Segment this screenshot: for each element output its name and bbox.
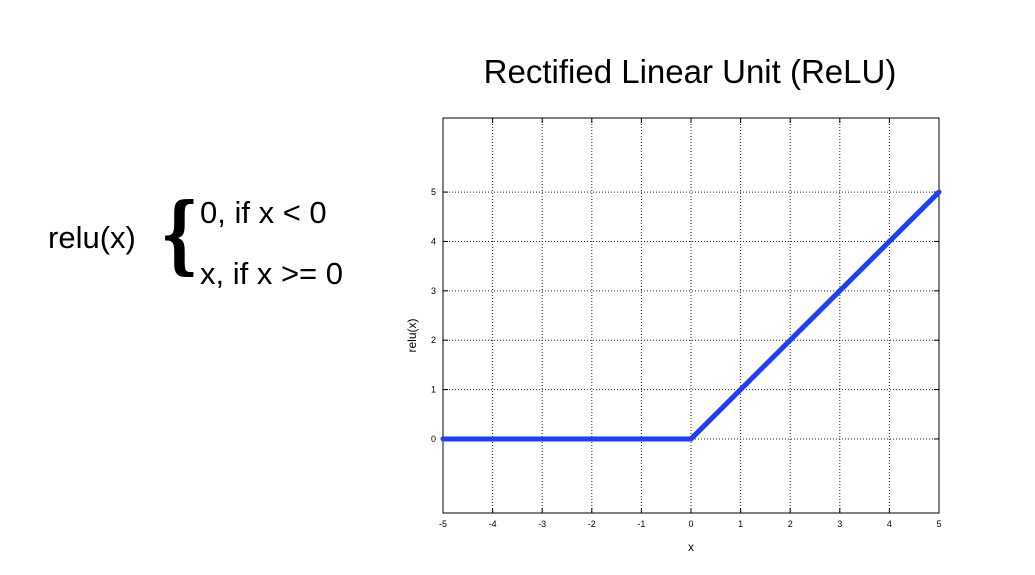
x-tick-label: -2 — [588, 519, 596, 529]
x-tick-label: -4 — [489, 519, 497, 529]
x-tick-label: 0 — [688, 519, 693, 529]
formula-case-negative: 0, if x < 0 — [200, 195, 327, 230]
y-tick-label: 1 — [431, 385, 436, 395]
left-brace-icon: { — [160, 184, 199, 283]
data-point — [837, 288, 843, 294]
data-point — [688, 436, 694, 442]
plot-frame — [442, 117, 940, 514]
y-tick-label: 3 — [431, 286, 436, 296]
x-tick-label: -3 — [538, 519, 546, 529]
series — [440, 189, 942, 442]
x-tick-label: 2 — [788, 519, 793, 529]
y-axis-label: relu(x) — [405, 318, 419, 352]
x-tick-label: 1 — [738, 519, 743, 529]
x-tick-label: 3 — [837, 519, 842, 529]
x-tick-label: 5 — [936, 519, 941, 529]
data-point — [787, 337, 793, 343]
x-tick-label: -1 — [637, 519, 645, 529]
data-point — [738, 387, 744, 393]
data-point — [886, 238, 892, 244]
chart-title: Rectified Linear Unit (ReLU) — [483, 53, 897, 90]
x-tick-label: 4 — [887, 519, 892, 529]
ticks: -5 -4 -3 -2 -1 0 1 2 3 4 5 0 1 2 3 4 5 — [431, 118, 942, 529]
x-axis-label: x — [688, 540, 694, 554]
y-tick-label: 5 — [431, 187, 436, 197]
y-tick-label: 2 — [431, 335, 436, 345]
formula-case-nonnegative: x, if x >= 0 — [200, 256, 344, 291]
formula-name: relu(x) — [48, 220, 136, 255]
data-point — [936, 189, 942, 195]
grid-lines — [442, 118, 940, 513]
data-point — [440, 436, 446, 442]
y-tick-label: 4 — [431, 236, 436, 246]
x-tick-label: -5 — [439, 519, 447, 529]
y-tick-label: 0 — [431, 434, 436, 444]
